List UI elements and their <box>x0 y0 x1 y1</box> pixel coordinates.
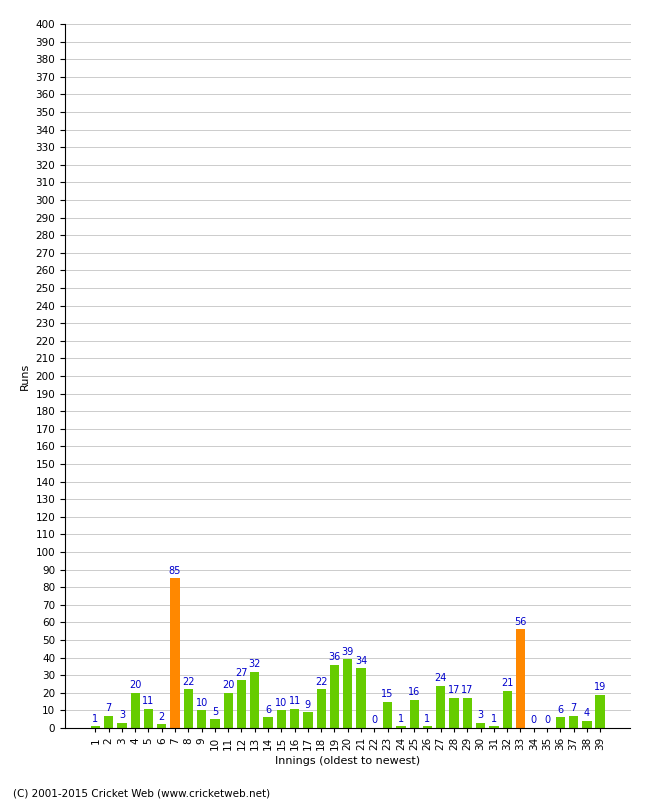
Bar <box>556 718 565 728</box>
Bar <box>184 690 193 728</box>
Bar <box>170 578 179 728</box>
Text: 0: 0 <box>544 715 550 726</box>
Text: 0: 0 <box>530 715 537 726</box>
Bar <box>476 722 486 728</box>
Text: 34: 34 <box>355 655 367 666</box>
Bar <box>356 668 366 728</box>
Text: 27: 27 <box>235 668 248 678</box>
Bar <box>463 698 472 728</box>
Bar <box>396 726 406 728</box>
Bar <box>131 693 140 728</box>
Text: 9: 9 <box>305 699 311 710</box>
Bar <box>91 726 100 728</box>
Text: 16: 16 <box>408 687 421 697</box>
Text: 85: 85 <box>169 566 181 576</box>
Bar <box>263 718 273 728</box>
Text: 4: 4 <box>584 708 590 718</box>
Bar <box>383 702 392 728</box>
Text: 36: 36 <box>328 652 341 662</box>
Text: 20: 20 <box>129 680 142 690</box>
Bar <box>489 726 499 728</box>
Bar <box>343 659 352 728</box>
Text: 10: 10 <box>275 698 287 708</box>
Bar <box>290 709 299 728</box>
Text: 6: 6 <box>557 705 564 715</box>
Text: 24: 24 <box>435 673 447 683</box>
Bar <box>197 710 206 728</box>
Text: 17: 17 <box>448 686 460 695</box>
Text: 2: 2 <box>159 712 165 722</box>
Text: 1: 1 <box>398 714 404 723</box>
Text: 11: 11 <box>289 696 301 706</box>
Bar <box>330 665 339 728</box>
Bar <box>410 700 419 728</box>
Text: 56: 56 <box>514 617 526 627</box>
Bar <box>582 721 592 728</box>
Text: 15: 15 <box>382 689 394 699</box>
Text: 3: 3 <box>478 710 484 720</box>
Text: 5: 5 <box>212 706 218 717</box>
Text: 20: 20 <box>222 680 235 690</box>
Bar <box>569 716 578 728</box>
Text: 1: 1 <box>491 714 497 723</box>
Bar <box>144 709 153 728</box>
Bar <box>317 690 326 728</box>
Bar <box>224 693 233 728</box>
Text: 10: 10 <box>196 698 208 708</box>
Text: 3: 3 <box>119 710 125 720</box>
Text: 17: 17 <box>461 686 473 695</box>
Bar <box>117 722 127 728</box>
Text: 7: 7 <box>105 703 112 713</box>
Text: 22: 22 <box>315 677 328 686</box>
Y-axis label: Runs: Runs <box>20 362 30 390</box>
Text: 1: 1 <box>424 714 430 723</box>
Bar <box>516 630 525 728</box>
Bar <box>449 698 459 728</box>
Text: 6: 6 <box>265 705 271 715</box>
Bar <box>104 716 113 728</box>
Text: 11: 11 <box>142 696 155 706</box>
Text: 1: 1 <box>92 714 98 723</box>
Bar <box>250 672 259 728</box>
Bar <box>210 719 220 728</box>
Bar <box>277 710 286 728</box>
Bar <box>436 686 445 728</box>
Text: 0: 0 <box>371 715 378 726</box>
Bar <box>502 691 512 728</box>
Text: 22: 22 <box>182 677 194 686</box>
Bar <box>595 694 604 728</box>
X-axis label: Innings (oldest to newest): Innings (oldest to newest) <box>275 756 421 766</box>
Text: (C) 2001-2015 Cricket Web (www.cricketweb.net): (C) 2001-2015 Cricket Web (www.cricketwe… <box>13 788 270 798</box>
Text: 32: 32 <box>248 659 261 669</box>
Bar <box>157 725 166 728</box>
Text: 21: 21 <box>501 678 514 688</box>
Bar <box>304 712 313 728</box>
Bar <box>237 681 246 728</box>
Text: 7: 7 <box>571 703 577 713</box>
Text: 39: 39 <box>342 646 354 657</box>
Text: 19: 19 <box>594 682 606 692</box>
Bar <box>422 726 432 728</box>
